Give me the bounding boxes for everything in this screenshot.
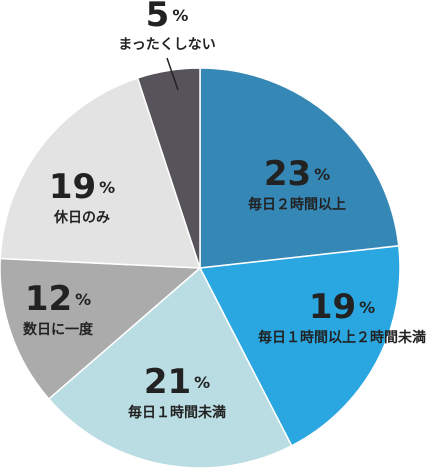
- slice-category-label: 毎日２時間以上: [248, 196, 346, 213]
- slice-value-label: 19%: [49, 167, 115, 207]
- pie-slice: [198, 245, 401, 447]
- slice-value-label: 19%: [309, 287, 375, 327]
- pie-slice: [47, 266, 293, 469]
- pie-slice: [0, 77, 202, 269]
- slice-value-label: 12%: [25, 279, 91, 319]
- pie-slice: [199, 67, 400, 269]
- slice-category-label: まったくしない: [118, 37, 215, 53]
- slice-value-label: 5%: [146, 0, 189, 35]
- pie-slice: [0, 257, 202, 401]
- pie-slice: [136, 67, 201, 269]
- slice-category-label: 毎日１時間以上２時間未満: [258, 329, 426, 346]
- slice-value-label: 23%: [264, 154, 330, 194]
- leader-line: [166, 57, 179, 91]
- pie-labels: 23 % 毎日２時間以上 19 % 毎日１時間以上２時間未満 21 % 毎日１時間未満 12 % 数日…: [23, 0, 426, 421]
- slice-category-label: 休日のみ: [53, 209, 110, 226]
- slice-value-label: 21%: [144, 362, 210, 402]
- slice-category-label: 数日に一度: [23, 321, 94, 338]
- slice-category-label: 毎日１時間未満: [128, 404, 226, 421]
- pie-slices: [0, 67, 401, 469]
